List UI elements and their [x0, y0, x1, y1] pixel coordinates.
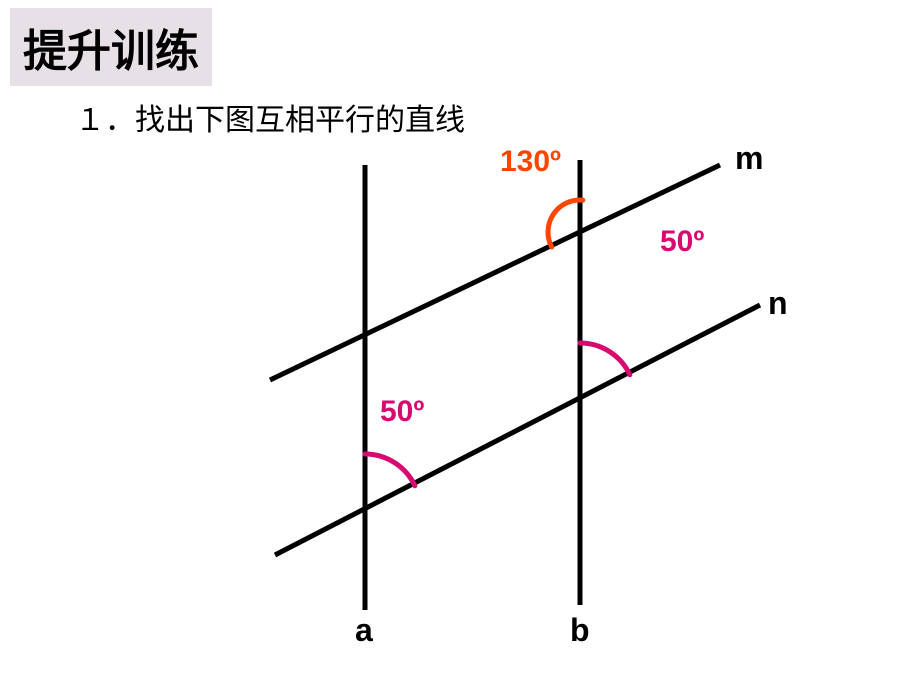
line-label-m: m	[735, 140, 763, 177]
angle-label: 50º	[380, 395, 424, 429]
angle-label: 50º	[660, 225, 704, 259]
line-label-a: a	[355, 612, 373, 649]
angle-label: 130º	[500, 145, 561, 179]
geometry-diagram	[0, 0, 920, 690]
line-label-b: b	[570, 612, 590, 649]
line-label-n: n	[768, 285, 788, 322]
